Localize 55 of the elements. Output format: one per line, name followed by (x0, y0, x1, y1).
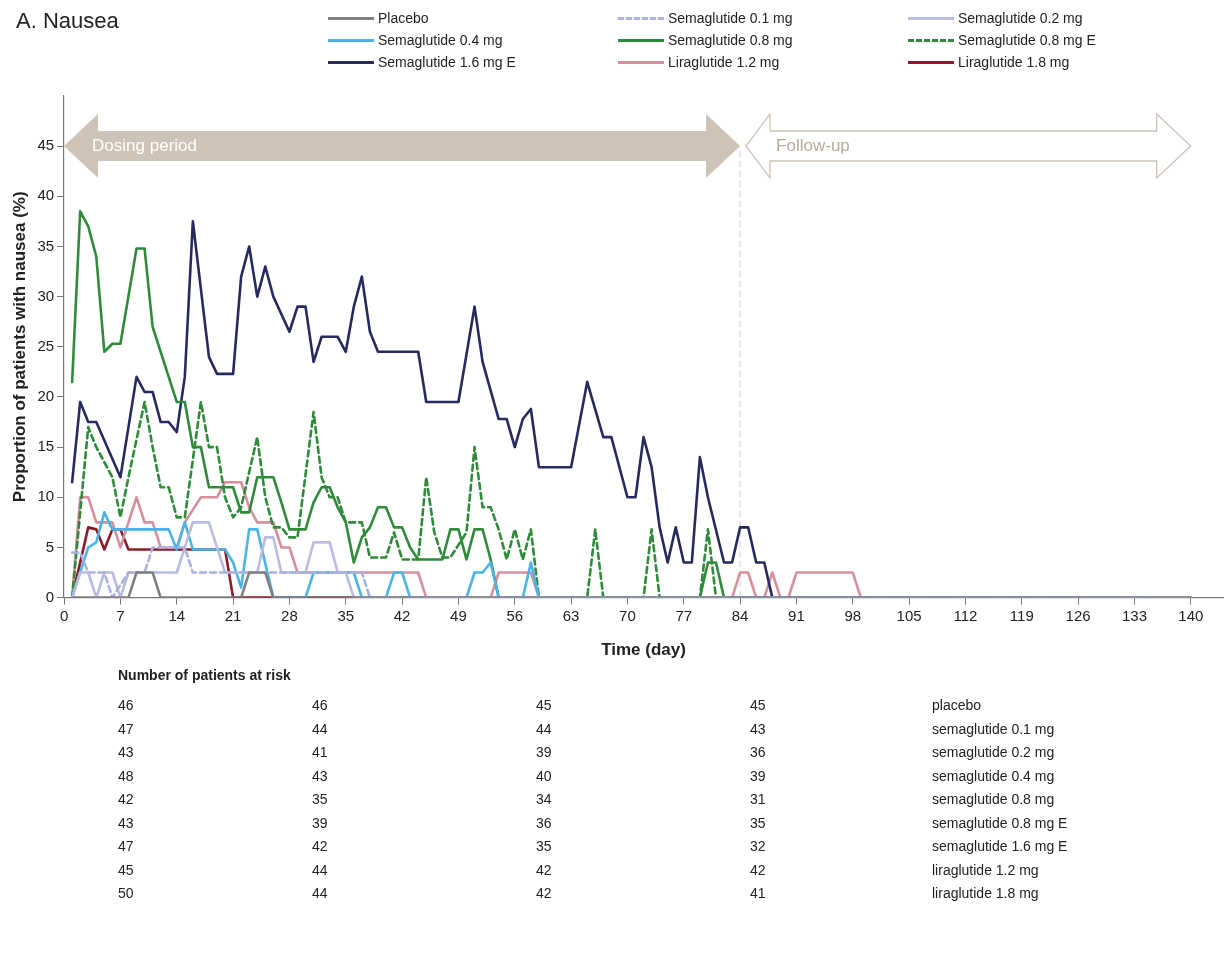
x-axis-title: Time (day) (601, 640, 686, 660)
y-tick-label: 5 (45, 537, 55, 555)
legend-label: Semaglutide 0.1 mg (668, 10, 793, 26)
x-tick-label: 91 (788, 606, 805, 624)
legend-label: Semaglutide 0.8 mg E (958, 32, 1096, 48)
x-tick-label: 7 (116, 606, 125, 624)
text: 48 43 40 39 semaglutide 0.4 mg (118, 767, 1055, 784)
text: 46 46 45 45 placebo (118, 697, 982, 713)
x-tick-label: 84 (731, 606, 749, 624)
x-tick-label: 77 (675, 606, 693, 624)
y-tick-label: 30 (37, 286, 55, 304)
chart-title: A. Nausea (16, 8, 119, 34)
text: 42 35 34 31 semaglutide 0.8 mg (118, 791, 1055, 807)
x-tick-label: 133 (1121, 606, 1147, 624)
x-tick-label: 63 (562, 606, 580, 624)
y-tick-label: 15 (37, 437, 55, 455)
annotation: Follow-up (776, 136, 850, 157)
text: Number of patients at risk (118, 667, 292, 683)
legend-label: Semaglutide 1.6 mg E (378, 54, 516, 70)
text: 45 44 42 42 liraglutide 1.2 mg (118, 861, 1039, 878)
x-tick-label: 35 (337, 606, 355, 624)
legend-label: Liraglutide 1.8 mg (958, 54, 1070, 70)
legend-label: Semaglutide 0.4 mg (378, 32, 503, 48)
x-tick-label: 98 (844, 606, 862, 624)
x-tick-label: 56 (506, 606, 524, 624)
x-tick-label: 140 (1178, 606, 1204, 624)
legend-label: Semaglutide 0.2 mg (958, 10, 1083, 26)
x-tick-label: 126 (1065, 606, 1091, 624)
x-tick-label: 105 (896, 606, 922, 624)
text: 43 41 39 36 semaglutide 0.2 mg (118, 744, 1055, 760)
y-axis-title: Proportion of patients with nausea (%) (9, 191, 29, 503)
legend-label: Placebo (378, 10, 429, 26)
x-tick-label: 42 (393, 606, 411, 624)
y-tick-label: 40 (37, 186, 55, 204)
x-tick-label: 0 (59, 606, 69, 624)
x-tick-label: 119 (1009, 606, 1034, 624)
text: 47 42 35 32 semaglutide 1.6 mg E (118, 838, 1068, 854)
x-tick-label: 28 (281, 606, 298, 624)
legend-label: Liraglutide 1.2 mg (668, 54, 780, 70)
y-tick-label: 45 (37, 136, 55, 154)
y-tick-label: 35 (37, 236, 55, 254)
x-tick-label: 112 (953, 606, 978, 624)
y-tick-label: 25 (37, 336, 55, 354)
y-tick-label: 20 (37, 387, 55, 405)
legend-label: Semaglutide 0.8 mg (668, 32, 793, 48)
text: 43 39 36 35 semaglutide 0.8 mg E (118, 814, 1068, 831)
y-tick-label: 10 (37, 487, 55, 505)
text: 50 44 42 41 liraglutide 1.8 mg (118, 885, 1039, 901)
x-tick-label: 49 (450, 606, 467, 624)
x-tick-label: 14 (168, 606, 186, 624)
annotation: Dosing period (92, 136, 197, 157)
x-tick-label: 70 (619, 606, 636, 624)
x-tick-label: 21 (224, 606, 242, 624)
text: 47 44 44 43 semaglutide 0.1 mg (118, 720, 1055, 737)
y-tick-label: 0 (45, 587, 55, 605)
